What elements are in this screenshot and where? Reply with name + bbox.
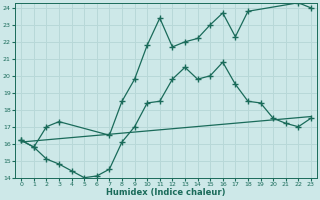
X-axis label: Humidex (Indice chaleur): Humidex (Indice chaleur) <box>106 188 226 197</box>
